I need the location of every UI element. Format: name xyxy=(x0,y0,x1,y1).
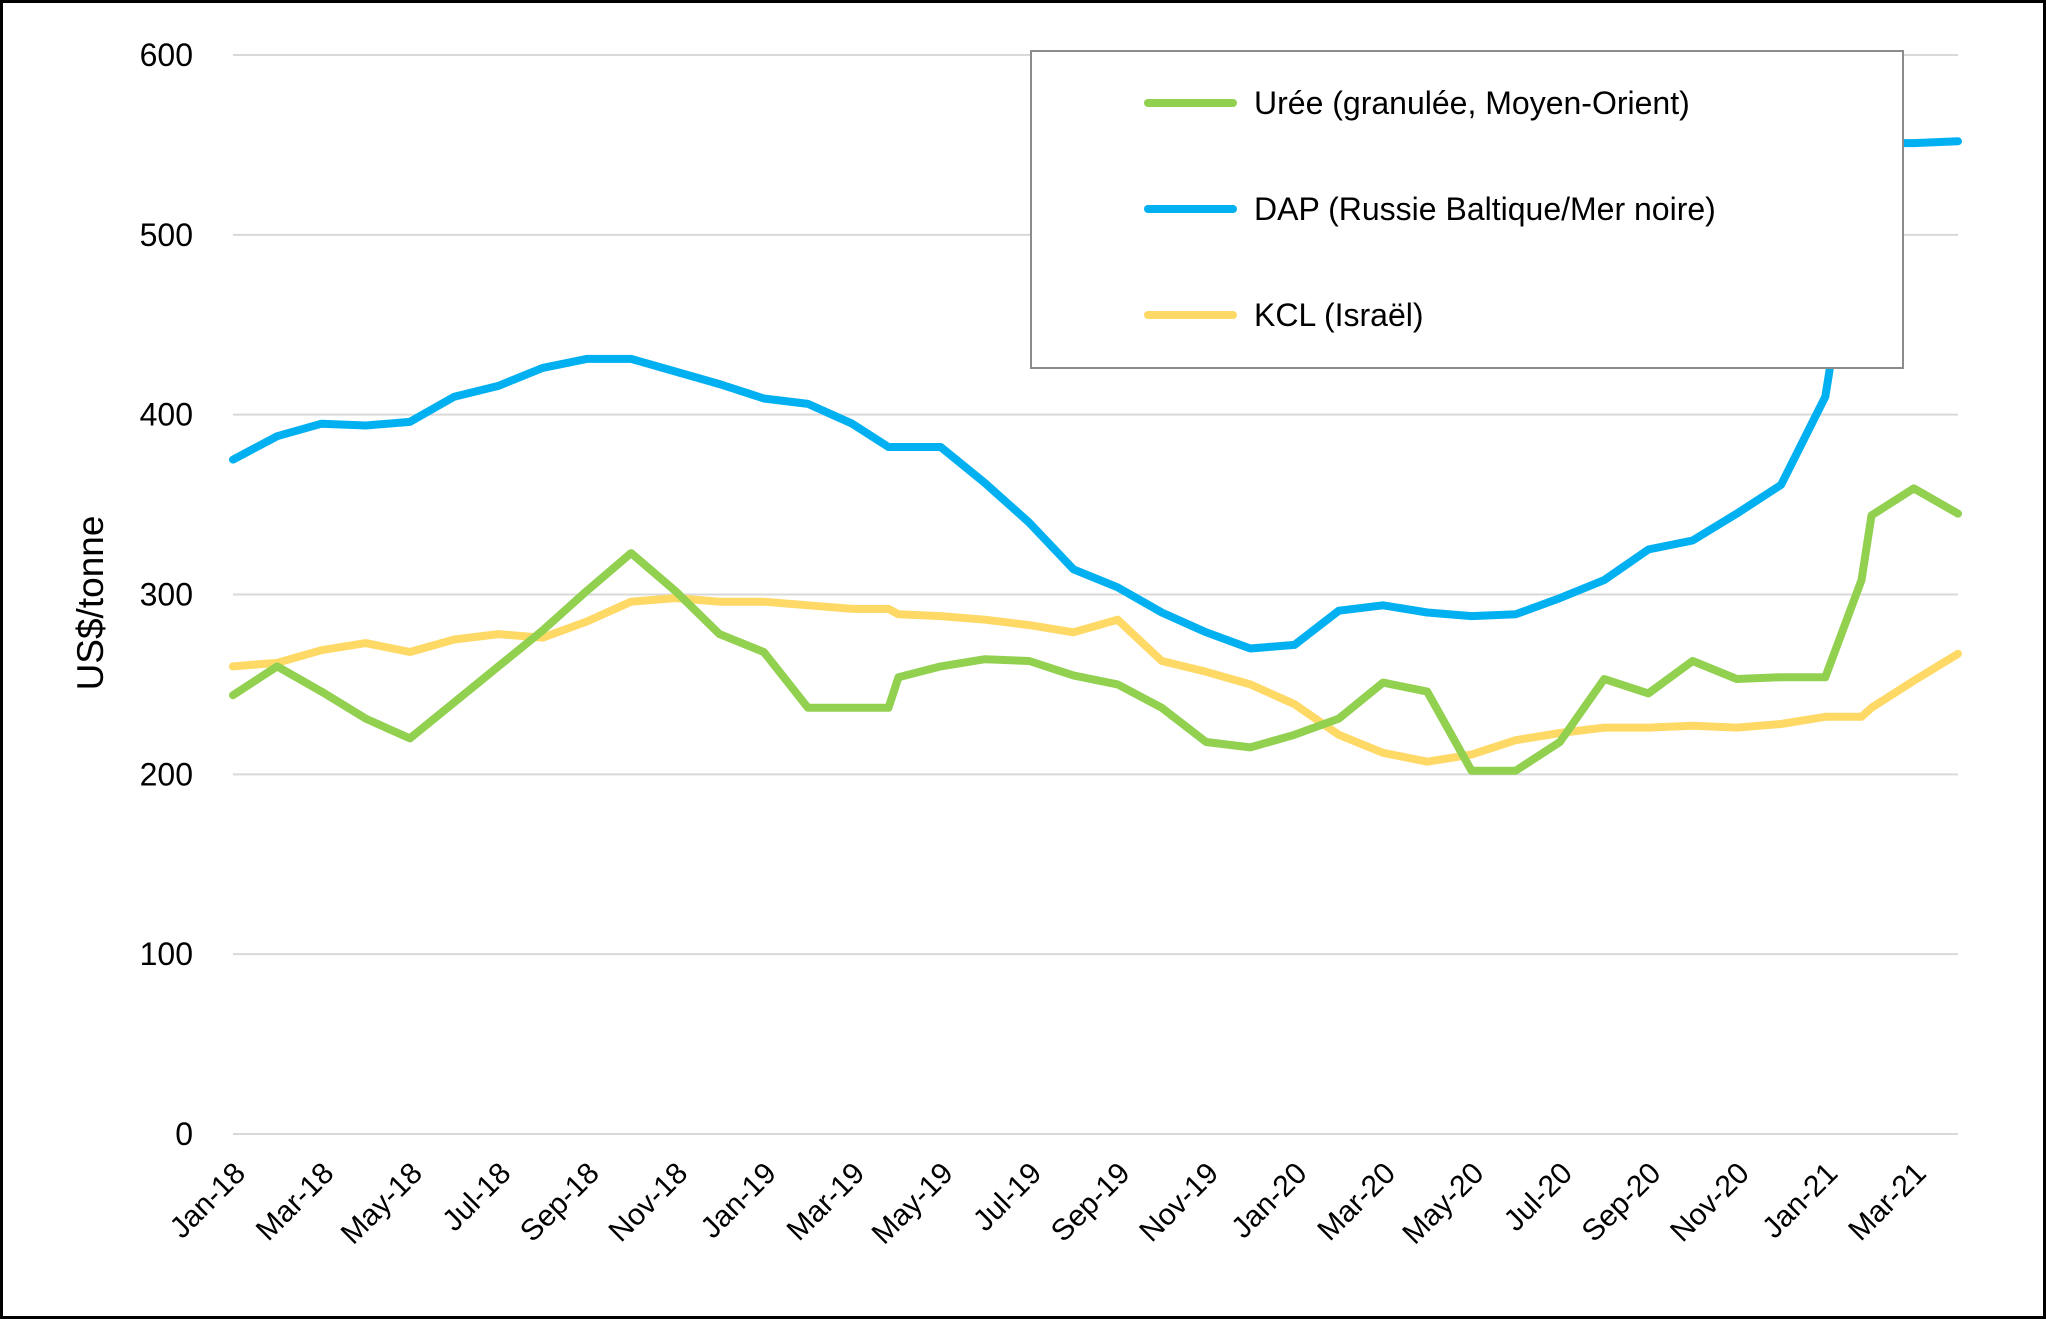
x-tick-label: Mar-21 xyxy=(1842,1157,1933,1248)
x-tick-label: May-19 xyxy=(866,1157,960,1251)
x-tick-label: Jul-19 xyxy=(967,1157,1048,1238)
y-tick-label: 400 xyxy=(140,397,193,433)
y-tick-label: 300 xyxy=(140,577,193,613)
x-tick-label: Nov-18 xyxy=(603,1157,695,1249)
series-line-1 xyxy=(229,484,1962,775)
y-tick-label: 500 xyxy=(140,217,193,253)
legend-label: Urée (granulée, Moyen-Orient) xyxy=(1254,85,1690,121)
y-tick-label: 100 xyxy=(140,936,193,972)
legend: Urée (granulée, Moyen-Orient) DAP (Russie… xyxy=(1030,50,1904,369)
x-tick-label: Nov-20 xyxy=(1664,1157,1756,1249)
y-axis-label: US$/tonne xyxy=(70,516,111,691)
y-tick-label: 0 xyxy=(175,1116,193,1152)
y-tick-label: 600 xyxy=(140,37,193,73)
x-tick-label: Jan-20 xyxy=(1225,1157,1313,1245)
x-tick-label: Mar-20 xyxy=(1311,1157,1402,1248)
x-tick-label: Sep-20 xyxy=(1576,1157,1668,1249)
legend-label: DAP (Russie Baltique/Mer noire) xyxy=(1254,191,1716,227)
x-tick-label: Jan-21 xyxy=(1756,1157,1844,1245)
y-axis-ticks: 0 100 200 300 400 500 600 xyxy=(140,37,193,1152)
x-tick-label: Mar-18 xyxy=(250,1157,341,1248)
x-tick-label: Jul-18 xyxy=(436,1157,517,1238)
legend-label: KCL (Israël) xyxy=(1254,297,1424,333)
series-lines xyxy=(229,137,1962,775)
x-tick-label: Nov-19 xyxy=(1133,1157,1225,1249)
x-tick-label: Jul-20 xyxy=(1498,1157,1579,1238)
x-tick-label: Jan-18 xyxy=(164,1157,252,1245)
x-tick-label: Sep-18 xyxy=(514,1157,606,1249)
x-tick-label: Jan-19 xyxy=(695,1157,783,1245)
series-line-2 xyxy=(229,137,1962,653)
y-tick-label: 200 xyxy=(140,756,193,792)
x-tick-label: May-18 xyxy=(335,1157,429,1251)
x-tick-label: Mar-19 xyxy=(781,1157,872,1248)
x-tick-label: May-20 xyxy=(1396,1157,1490,1251)
x-tick-label: Sep-19 xyxy=(1045,1157,1137,1249)
